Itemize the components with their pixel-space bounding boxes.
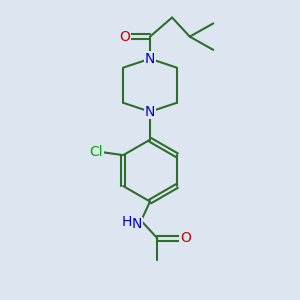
Text: N: N bbox=[145, 52, 155, 66]
Text: N: N bbox=[132, 217, 142, 231]
Text: H: H bbox=[122, 215, 132, 229]
Text: O: O bbox=[180, 231, 191, 245]
Text: O: O bbox=[119, 30, 130, 44]
Text: N: N bbox=[145, 105, 155, 119]
Text: Cl: Cl bbox=[89, 145, 103, 159]
